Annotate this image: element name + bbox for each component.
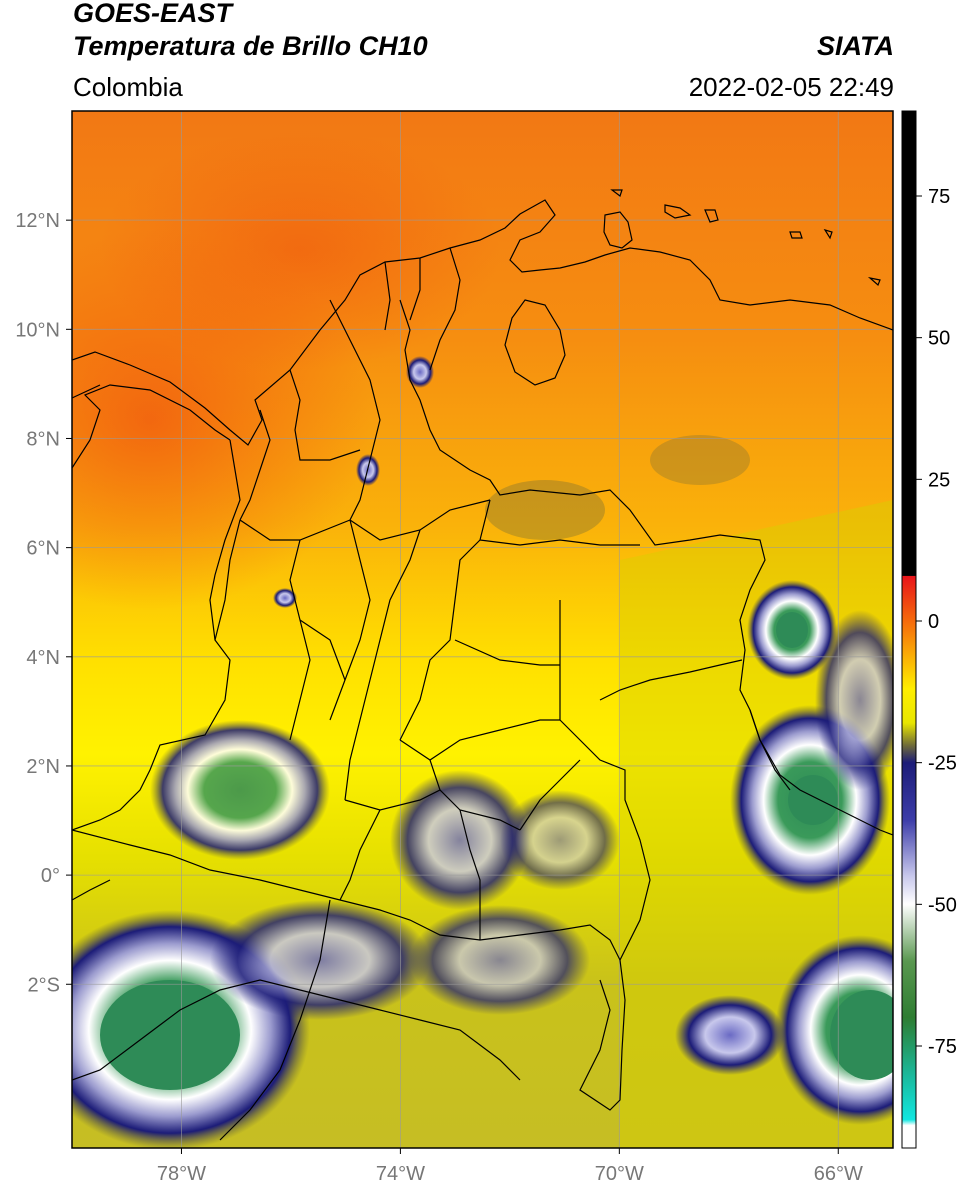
colorbar-tick-label: -50 (928, 894, 957, 916)
timestamp-label: 2022-02-05 22:49 (688, 72, 894, 102)
satellite-title: GOES-EAST (73, 0, 233, 28)
lat-tick-label: 4°N (26, 647, 60, 669)
colorbar-tick-label: 75 (928, 186, 950, 208)
colorbar-tick-label: 0 (928, 611, 939, 633)
lon-tick-label: 74°W (376, 1163, 425, 1185)
lon-tick-label: 70°W (595, 1163, 644, 1185)
lat-tick-label: 0° (41, 865, 60, 887)
product-title: Temperatura de Brillo CH10 (73, 31, 428, 61)
region-label: Colombia (73, 72, 183, 102)
colorbar: 75 50 25 0 -25 -50 -75 (901, 110, 957, 1149)
colorbar-tick-label: 50 (928, 328, 950, 350)
lat-tick-label: 8°N (26, 428, 60, 450)
political-borders (72, 189, 893, 1141)
lat-tick-label: 12°N (15, 210, 60, 232)
lat-tick-label: 2°N (26, 756, 60, 778)
lat-tick-label: 10°N (15, 319, 60, 341)
lat-tick-label: 6°N (26, 538, 60, 560)
map-gridlines (72, 111, 893, 1148)
lon-tick-label: 66°W (814, 1163, 863, 1185)
source-label: SIATA (817, 31, 894, 61)
colorbar-tick-label: -25 (928, 753, 957, 775)
map-frame (71, 110, 894, 1149)
lon-tick-label: 78°W (157, 1163, 206, 1185)
colorbar-tick-label: -75 (928, 1036, 957, 1058)
lat-tick-label: 2°S (28, 974, 60, 996)
colorbar-tick-label: 25 (928, 469, 950, 491)
brightness-temperature-field (72, 111, 893, 1148)
